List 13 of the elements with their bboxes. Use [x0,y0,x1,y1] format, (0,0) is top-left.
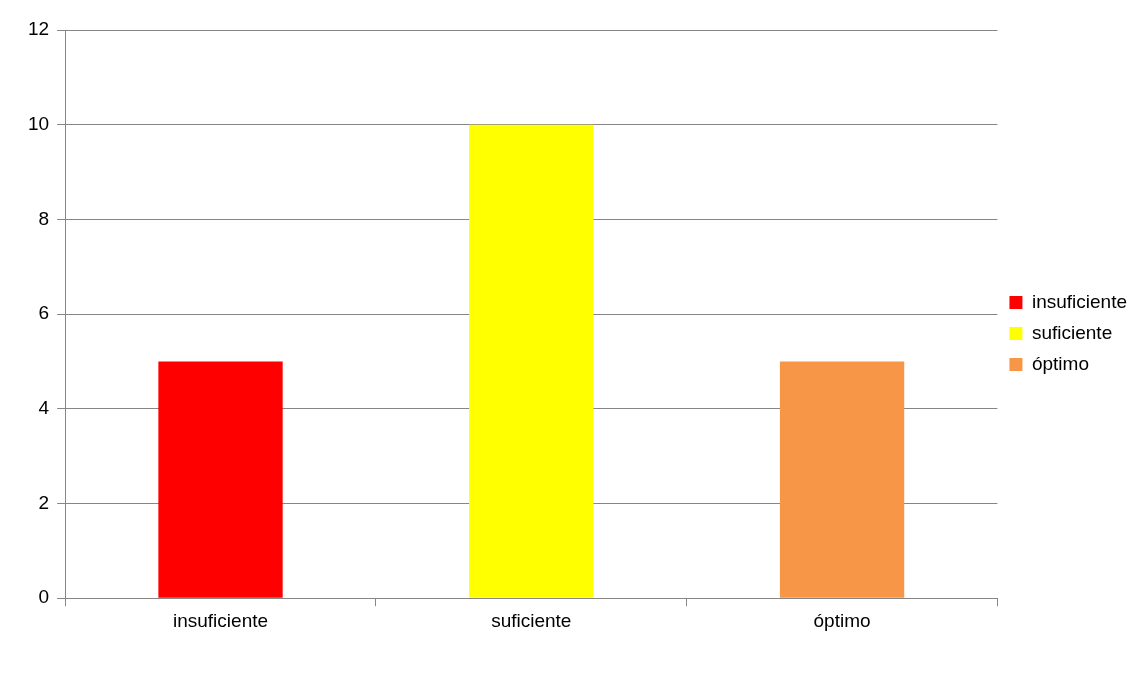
y-tick-label: 6 [38,302,50,324]
y-tick-label: 12 [27,18,50,40]
y-tick-label: 4 [38,397,50,419]
y-tick-label: 2 [38,491,50,513]
x-tick-label: suficiente [491,609,572,631]
y-tick-label: 0 [38,586,50,608]
x-tick-label: insuficiente [172,609,269,631]
legend-label: insuficiente [1031,290,1128,312]
x-tick-label: óptimo [813,609,871,631]
y-tick-label: 8 [38,207,50,229]
legend-label: óptimo [1031,352,1089,374]
y-tick-label: 10 [27,112,50,134]
legend-label: suficiente [1031,321,1113,343]
